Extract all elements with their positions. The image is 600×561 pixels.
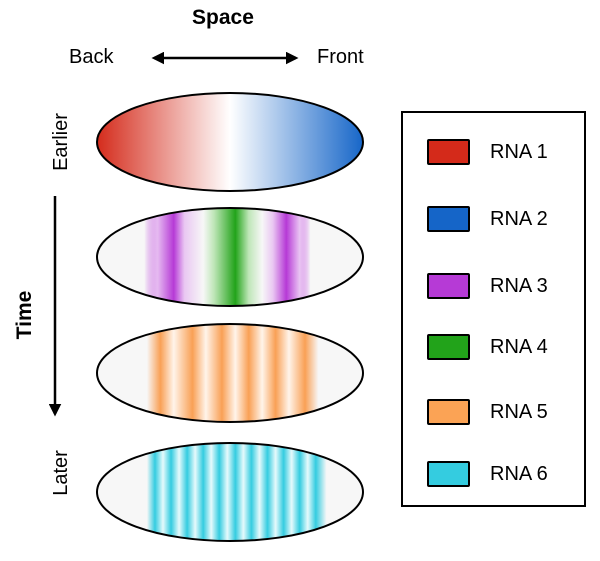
- legend-item-rna3: RNA 3: [427, 272, 548, 300]
- legend-swatch-rna5: [427, 399, 470, 425]
- legend-label-rna3: RNA 3: [490, 274, 548, 297]
- legend: RNA 1 RNA 2 RNA 3 RNA 4 RNA 5 RNA 6: [401, 111, 586, 507]
- legend-label-rna1: RNA 1: [490, 140, 548, 163]
- legend-label-rna5: RNA 5: [490, 400, 548, 423]
- legend-item-rna4: RNA 4: [427, 333, 548, 361]
- gradient-embryo: [96, 92, 364, 192]
- space-title: Space: [192, 6, 254, 29]
- rna5-embryo: [96, 323, 364, 423]
- legend-label-rna4: RNA 4: [490, 335, 548, 358]
- legend-item-rna2: RNA 2: [427, 205, 548, 233]
- legend-item-rna5: RNA 5: [427, 398, 548, 426]
- rna6-embryo: [96, 442, 364, 542]
- legend-swatch-rna3: [427, 273, 470, 299]
- legend-item-rna1: RNA 1: [427, 138, 548, 166]
- rna3-rna4-embryo: [96, 207, 364, 307]
- legend-swatch-rna1: [427, 139, 470, 165]
- legend-swatch-rna6: [427, 461, 470, 487]
- legend-swatch-rna4: [427, 334, 470, 360]
- legend-label-rna2: RNA 2: [490, 207, 548, 230]
- legend-label-rna6: RNA 6: [490, 462, 548, 485]
- back-label: Back: [69, 46, 114, 68]
- legend-item-rna6: RNA 6: [427, 460, 548, 488]
- front-label: Front: [317, 46, 364, 68]
- legend-swatch-rna2: [427, 206, 470, 232]
